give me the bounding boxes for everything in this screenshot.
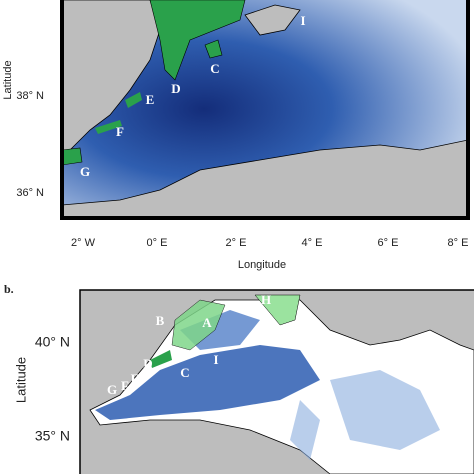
site-label: C xyxy=(180,365,189,380)
y-tick-label: 36° N xyxy=(16,187,44,199)
land-africa xyxy=(62,139,468,218)
site-label: H xyxy=(261,292,271,307)
map-b: B A H D C I E F G xyxy=(80,290,474,474)
protected-area xyxy=(125,92,142,108)
y-tick-label: 35° N xyxy=(35,428,70,444)
map-a: I C D E F G xyxy=(62,0,468,218)
x-tick-label: 8° E xyxy=(448,237,469,249)
x-tick-label: 2° E xyxy=(226,237,247,249)
panel-label: b. xyxy=(4,282,14,296)
x-tick-label: 0° E xyxy=(147,237,168,249)
density-high xyxy=(95,345,320,420)
x-tick-label: 4° E xyxy=(302,237,323,249)
density xyxy=(290,400,320,460)
x-axis-label: Longitude xyxy=(238,259,286,271)
y-axis-label: Latitude xyxy=(2,60,14,99)
site-label: A xyxy=(202,315,212,330)
frame xyxy=(79,289,474,474)
site-label: B xyxy=(156,313,165,328)
site-label: G xyxy=(80,164,90,179)
y-tick-label: 40° N xyxy=(35,334,70,350)
island xyxy=(244,4,301,36)
x-tick-label: 2° W xyxy=(71,237,96,249)
protected-area xyxy=(62,147,83,166)
protected-area xyxy=(149,0,246,81)
site-label: F xyxy=(116,124,124,139)
protected-area xyxy=(254,294,301,326)
density xyxy=(330,370,440,450)
frame xyxy=(60,0,470,220)
x-tick-label: 6° E xyxy=(378,237,399,249)
y-tick-label: 38° N xyxy=(16,90,44,102)
site-label: D xyxy=(171,81,180,96)
site-label: I xyxy=(300,13,305,28)
y-axis-label: Latitude xyxy=(13,357,28,403)
site-label: E xyxy=(131,371,140,386)
protected-area xyxy=(95,120,122,134)
protected-area xyxy=(150,350,172,368)
protected-area xyxy=(171,299,226,351)
site-label: C xyxy=(210,61,219,76)
site-label: I xyxy=(213,352,218,367)
site-label: D xyxy=(143,356,152,371)
site-label: F xyxy=(121,378,129,393)
site-label: E xyxy=(146,92,155,107)
island xyxy=(204,39,223,59)
site-label: G xyxy=(107,382,117,397)
